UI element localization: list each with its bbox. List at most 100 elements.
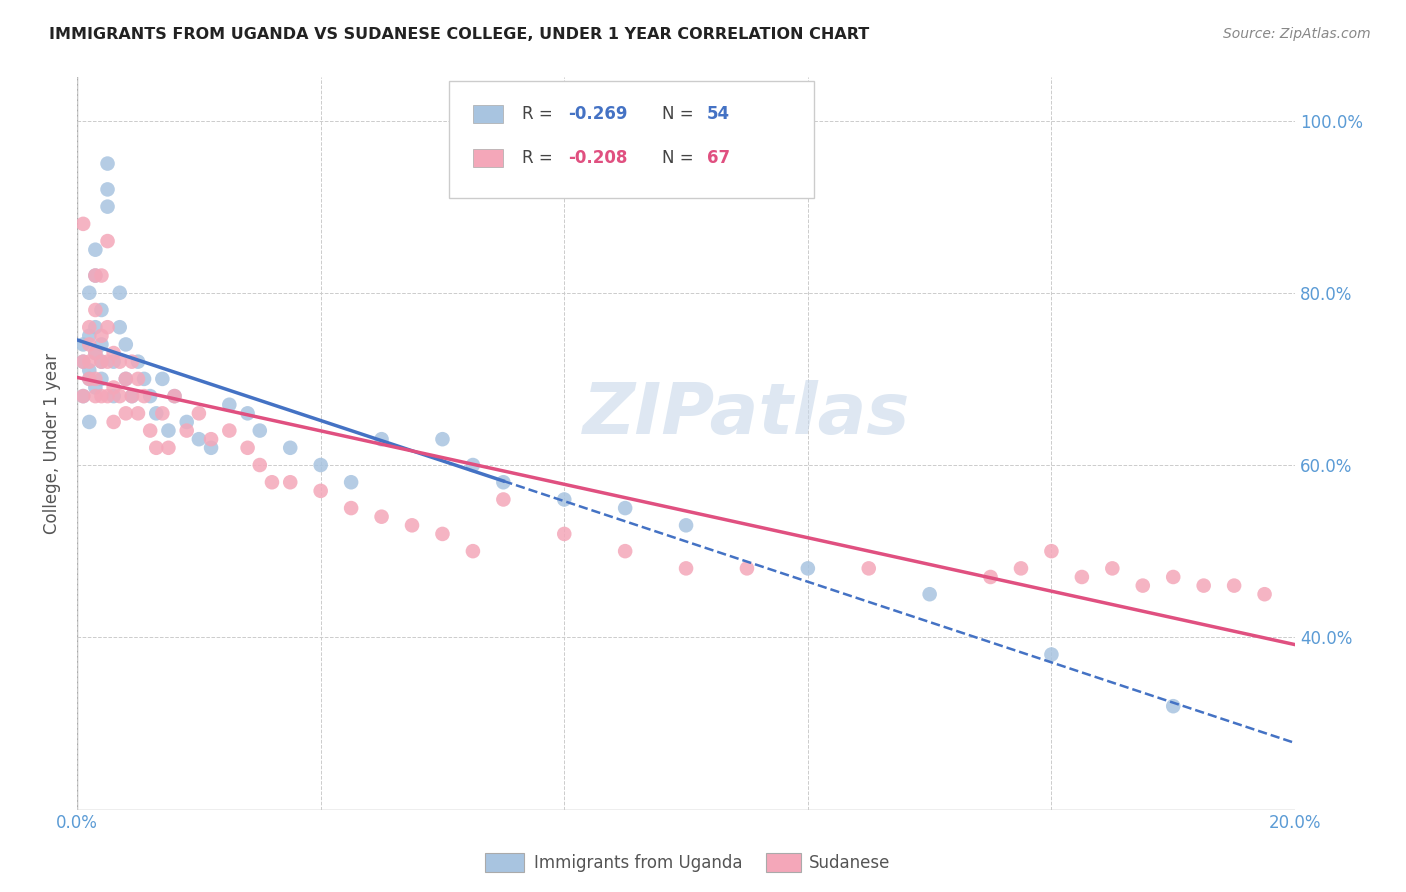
Text: Immigrants from Uganda: Immigrants from Uganda (534, 855, 742, 872)
Text: Sudanese: Sudanese (808, 855, 890, 872)
Point (108, 354, 131, 368)
Point (121, 389, 143, 403)
Point (150, 406, 173, 420)
Point (492, 492, 515, 507)
Point (103, 415, 125, 429)
Point (735, 561, 758, 575)
Point (1040, 648, 1063, 662)
Point (858, 561, 880, 575)
FancyBboxPatch shape (449, 81, 814, 198)
Point (72, 389, 94, 403)
Point (139, 389, 162, 403)
Point (84, 346, 107, 360)
Point (132, 372, 155, 386)
Point (163, 389, 186, 403)
Point (84, 303, 107, 318)
Point (157, 424, 180, 438)
Point (1161, 699, 1184, 714)
Point (675, 518, 697, 533)
Point (309, 483, 332, 498)
Point (84, 268, 107, 283)
Point (1010, 561, 1032, 575)
Point (96, 389, 118, 403)
Text: 67: 67 (707, 149, 730, 167)
Point (218, 398, 240, 412)
Point (72, 354, 94, 368)
Point (176, 415, 198, 429)
Point (114, 406, 136, 420)
Point (1132, 579, 1154, 593)
Text: -0.269: -0.269 (568, 105, 627, 123)
Point (77, 372, 100, 386)
Point (90, 354, 112, 368)
Point (77, 354, 100, 368)
Point (432, 527, 454, 541)
Point (96, 182, 118, 196)
Point (127, 372, 149, 386)
Point (980, 570, 1002, 584)
Point (90, 372, 112, 386)
Point (127, 406, 149, 420)
Point (96, 234, 118, 248)
Point (260, 475, 283, 490)
Point (370, 509, 392, 524)
Point (163, 389, 186, 403)
Point (84, 380, 107, 394)
Point (84, 346, 107, 360)
Point (797, 561, 820, 575)
Point (1161, 570, 1184, 584)
Point (127, 354, 149, 368)
Point (121, 389, 143, 403)
Point (1253, 587, 1275, 601)
Point (218, 424, 240, 438)
Point (96, 320, 118, 334)
Point (200, 432, 222, 446)
Point (145, 406, 167, 420)
Point (249, 458, 271, 472)
Point (103, 346, 125, 360)
Text: Source: ZipAtlas.com: Source: ZipAtlas.com (1223, 27, 1371, 41)
Point (1192, 579, 1215, 593)
Point (278, 441, 301, 455)
Y-axis label: College, Under 1 year: College, Under 1 year (44, 353, 60, 534)
Point (176, 424, 198, 438)
Point (84, 243, 107, 257)
Point (553, 492, 575, 507)
Point (145, 441, 167, 455)
Point (278, 475, 301, 490)
Point (77, 320, 100, 334)
Point (187, 406, 209, 420)
Point (553, 527, 575, 541)
FancyBboxPatch shape (472, 105, 503, 123)
Point (1070, 570, 1092, 584)
Point (236, 441, 259, 455)
Point (401, 518, 423, 533)
Point (1101, 561, 1123, 575)
Point (84, 389, 107, 403)
Point (370, 432, 392, 446)
Text: N =: N = (662, 105, 699, 123)
Point (675, 561, 697, 575)
Point (121, 354, 143, 368)
Text: R =: R = (522, 105, 558, 123)
Point (96, 156, 118, 170)
Point (132, 389, 155, 403)
Point (187, 432, 209, 446)
Point (108, 389, 131, 403)
Point (90, 303, 112, 318)
Point (157, 441, 180, 455)
Point (309, 458, 332, 472)
Text: N =: N = (662, 149, 699, 167)
Point (114, 337, 136, 351)
Point (90, 354, 112, 368)
Point (77, 285, 100, 300)
Point (90, 328, 112, 343)
Point (249, 424, 271, 438)
Point (492, 475, 515, 490)
Point (461, 544, 484, 558)
Point (103, 354, 125, 368)
Point (84, 320, 107, 334)
Text: ZIPatlas: ZIPatlas (583, 380, 911, 449)
Point (108, 320, 131, 334)
Text: R =: R = (522, 149, 558, 167)
